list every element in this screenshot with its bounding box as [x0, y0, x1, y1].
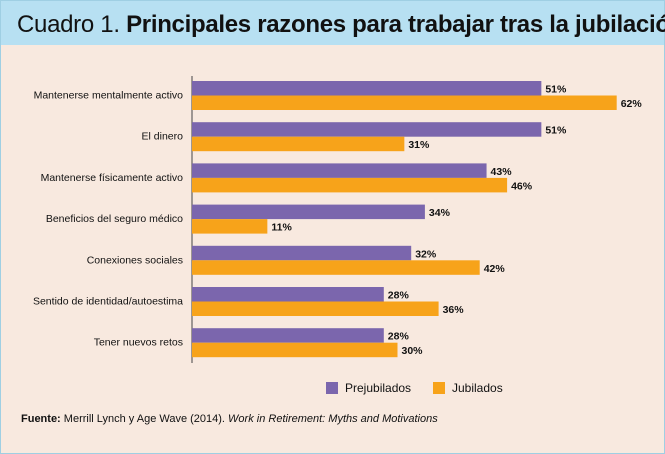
- source-title: Work in Retirement: Myths and Motivation…: [228, 413, 438, 425]
- category-label: Mantenerse mentalmente activo: [34, 90, 184, 102]
- data-label: 36%: [443, 304, 465, 316]
- data-label: 28%: [388, 331, 410, 343]
- bar-chart: Mantenerse mentalmente activo 51% 62% El di…: [33, 76, 643, 395]
- bar-jubilados: [192, 260, 480, 275]
- category-label: Mantenerse físicamente activo: [41, 172, 184, 184]
- bar-prejubilados: [192, 328, 384, 343]
- bar-prejubilados: [192, 287, 384, 302]
- bar-prejubilados: [192, 122, 542, 137]
- title-prefix: Cuadro 1.: [17, 11, 120, 38]
- data-label: 46%: [511, 180, 533, 192]
- data-label: 42%: [484, 263, 506, 275]
- data-label: 30%: [402, 345, 424, 357]
- chart-title: Cuadro 1. Principales razones para traba…: [17, 11, 665, 39]
- bar-jubilados: [192, 219, 268, 234]
- source-note: Fuente: Merrill Lynch y Age Wave (2014).…: [21, 413, 438, 425]
- bar-jubilados: [192, 301, 439, 316]
- category-label: El dinero: [142, 131, 184, 143]
- legend-swatch-jubilados: [433, 382, 445, 394]
- data-label: 32%: [415, 248, 437, 260]
- bar-prejubilados: [192, 163, 487, 178]
- title-main: Principales razones para trabajar tras l…: [126, 11, 665, 38]
- data-label: 43%: [491, 166, 513, 178]
- data-label: 28%: [388, 290, 410, 302]
- category-label: Conexiones sociales: [87, 254, 183, 266]
- bar-jubilados: [192, 177, 508, 193]
- bar-prejubilados: [192, 81, 542, 96]
- data-label: 11%: [271, 222, 292, 234]
- bar-jubilados: [192, 342, 398, 358]
- bar-prejubilados: [192, 204, 425, 220]
- legend-label: Prejubilados: [345, 381, 411, 395]
- category-label: Sentido de identidad/autoestima: [33, 296, 183, 308]
- bar-jubilados: [192, 95, 617, 110]
- category-label: Tener nuevos retos: [94, 337, 183, 349]
- legend-label: Jubilados: [452, 381, 503, 395]
- bar-prejubilados: [192, 245, 412, 261]
- data-label: 34%: [429, 207, 451, 219]
- data-label: 31%: [408, 139, 430, 151]
- data-label: 51%: [545, 84, 567, 96]
- source-label: Fuente:: [21, 413, 61, 425]
- data-label: 62%: [621, 98, 643, 110]
- category-label: Beneficios del seguro médico: [46, 213, 183, 225]
- source-text: Merrill Lynch y Age Wave (2014).: [63, 413, 229, 425]
- data-label: 51%: [545, 125, 567, 137]
- header-bar: Cuadro 1. Principales razones para traba…: [1, 1, 665, 45]
- bar-jubilados: [192, 136, 405, 152]
- legend-swatch-prejubilados: [326, 382, 338, 394]
